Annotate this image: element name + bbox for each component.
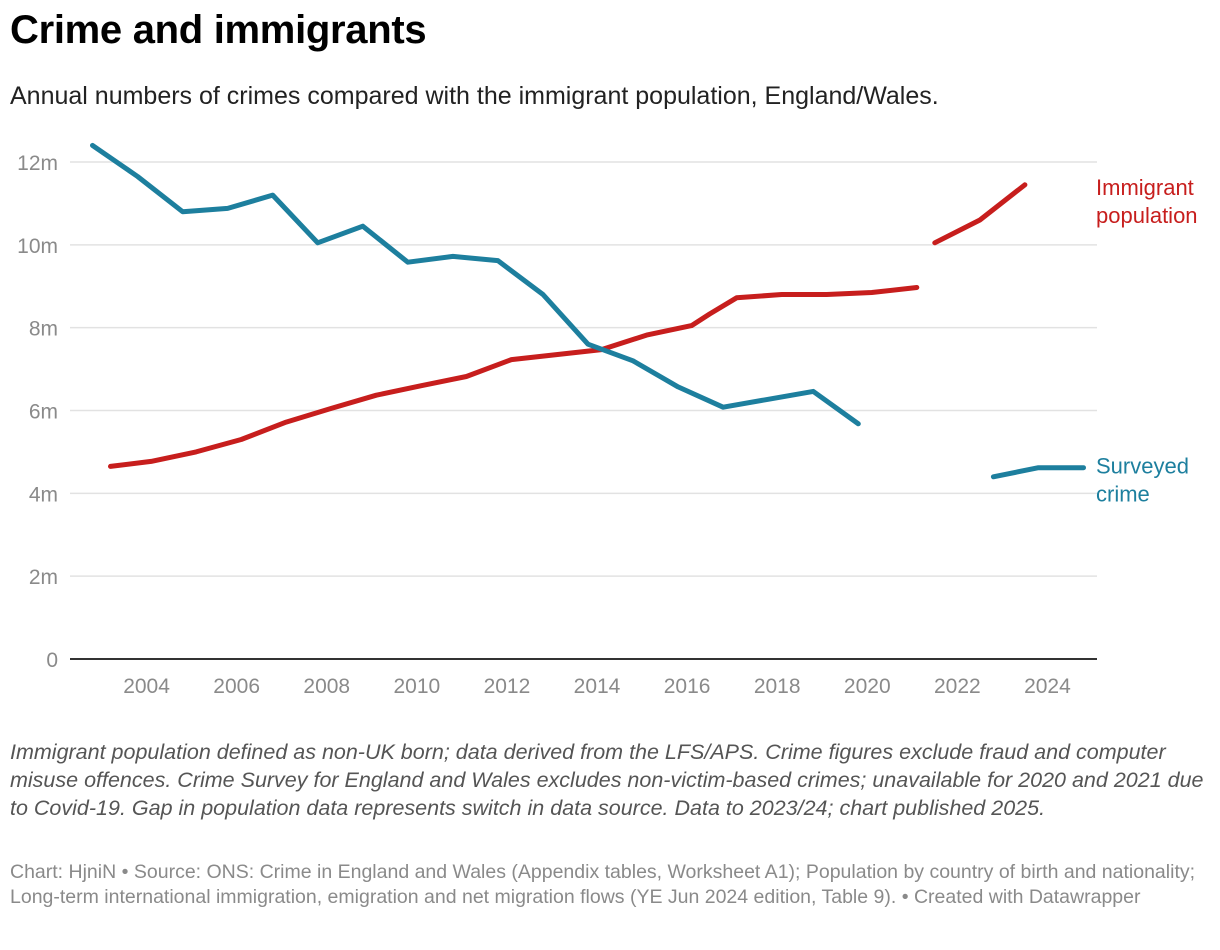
- created-with: Created with Datawrapper: [913, 886, 1141, 908]
- y-tick-label: 2m: [29, 566, 58, 589]
- immigrant-population-line-segment: [108, 285, 920, 469]
- chart-title: Crime and immigrants: [10, 8, 427, 52]
- y-tick-label: 8m: [29, 318, 58, 341]
- chart-source: Chart: HjniN • Source: ONS: Crime in Eng…: [10, 860, 1210, 910]
- grid-lines: [70, 161, 1097, 660]
- y-tick-label: 4m: [29, 483, 58, 506]
- y-tick-label: 6m: [29, 401, 58, 424]
- x-tick-label: 2018: [754, 675, 801, 698]
- x-tick-label: 2020: [844, 675, 891, 698]
- series-labels: Immigrant population Surveyed crime: [1096, 175, 1198, 507]
- x-tick-label: 2012: [484, 675, 531, 698]
- series-label: population: [1096, 203, 1198, 228]
- x-tick-label: 2010: [393, 675, 440, 698]
- series-label: Immigrant: [1096, 175, 1194, 200]
- y-axis-labels: 0 2m 4m 6m 8m 10m 12m: [17, 152, 58, 672]
- series-label: crime: [1096, 482, 1150, 507]
- source-text: Source: ONS: Crime in England and Wales …: [10, 861, 1196, 908]
- series-label: Surveyed: [1096, 454, 1189, 479]
- x-axis-labels: 2004 2006 2008 2010 2012 2014 2016 2018 2020 2022…: [123, 675, 1071, 698]
- x-tick-label: 2024: [1024, 675, 1071, 698]
- x-tick-label: 2022: [934, 675, 981, 698]
- surveyed-crime-line-segment: [990, 465, 1086, 480]
- separator-2: •: [896, 886, 914, 908]
- x-tick-label: 2006: [213, 675, 260, 698]
- series-lines: [90, 142, 1086, 480]
- line-chart: 0 2m 4m 6m 8m 10m 12m 2004 2006 2008 2010 2012 2014…: [17, 142, 1198, 698]
- chart-notes: Immigrant population defined as non-UK b…: [10, 740, 1204, 820]
- y-tick-label: 12m: [17, 152, 58, 175]
- y-tick-label: 10m: [17, 235, 58, 258]
- chart-credit: Chart: HjniN: [10, 861, 117, 883]
- x-tick-label: 2004: [123, 675, 170, 698]
- surveyed-crime-line-segment: [90, 142, 861, 427]
- x-tick-label: 2016: [664, 675, 711, 698]
- x-tick-label: 2014: [574, 675, 621, 698]
- y-tick-label: 0: [46, 649, 58, 672]
- separator-1: •: [116, 861, 134, 883]
- immigrant-population-line-segment: [932, 182, 1028, 246]
- x-tick-label: 2008: [303, 675, 350, 698]
- chart-subtitle: Annual numbers of crimes compared with t…: [10, 82, 939, 110]
